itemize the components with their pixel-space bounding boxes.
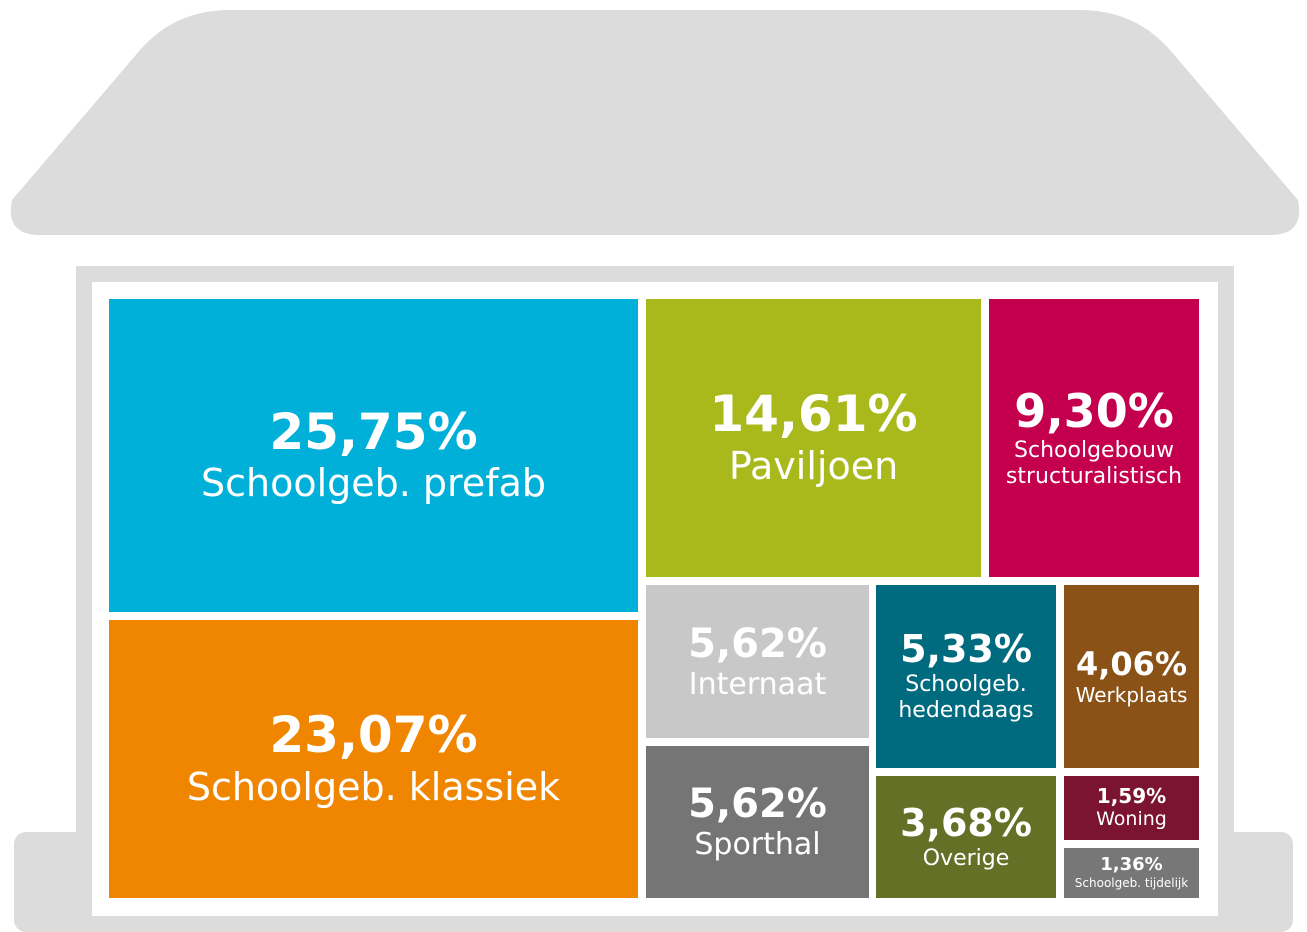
value-label: 1,36%: [1100, 854, 1163, 876]
value-label: 25,75%: [269, 402, 478, 461]
value-label: 23,07%: [269, 706, 478, 765]
value-label: 5,62%: [688, 781, 827, 827]
category-label: Schoolgeb. klassiek: [186, 764, 561, 809]
category-label: Werkplaats: [1075, 682, 1188, 707]
treemap-cell: 9,30% Schoolgebouw structuralistisch: [989, 299, 1199, 577]
treemap-cell: 1,59% Woning: [1064, 776, 1199, 840]
treemap-cell: 3,68% Overige: [876, 776, 1056, 898]
value-label: 3,68%: [900, 800, 1032, 845]
value-label: 5,62%: [688, 620, 827, 667]
category-label: Schoolgeb. tijdelijk: [1074, 876, 1189, 891]
treemap-cell: 23,07% Schoolgeb. klassiek: [109, 620, 638, 898]
treemap-cell: 5,62% Internaat: [646, 585, 869, 738]
treemap-cell: 4,06% Werkplaats: [1064, 585, 1199, 768]
treemap-cell: 14,61% Paviljoen: [646, 299, 981, 577]
value-label: 9,30%: [1014, 384, 1174, 439]
treemap-cell: 5,33% Schoolgeb. hedendaags: [876, 585, 1056, 768]
value-label: 4,06%: [1075, 645, 1187, 684]
category-label: Overige: [922, 845, 1010, 871]
treemap-cell: 25,75% Schoolgeb. prefab: [109, 299, 638, 612]
value-label: 1,59%: [1096, 784, 1167, 809]
value-label: 5,33%: [900, 627, 1032, 672]
category-label: Internaat: [688, 666, 827, 702]
category-label: Schoolgeb. prefab: [200, 461, 546, 506]
treemap-cell: 1,36% Schoolgeb. tijdelijk: [1064, 848, 1199, 898]
category-label: Paviljoen: [728, 443, 899, 488]
value-label: 14,61%: [709, 385, 918, 444]
treemap-cell: 5,62% Sporthal: [646, 746, 869, 898]
category-label: Schoolgebouw structuralistisch: [1005, 438, 1183, 490]
roof: [10, 10, 1300, 235]
category-label: Sporthal: [694, 827, 821, 862]
category-label: Woning: [1096, 808, 1167, 831]
category-label: Schoolgeb. hedendaags: [898, 671, 1034, 724]
